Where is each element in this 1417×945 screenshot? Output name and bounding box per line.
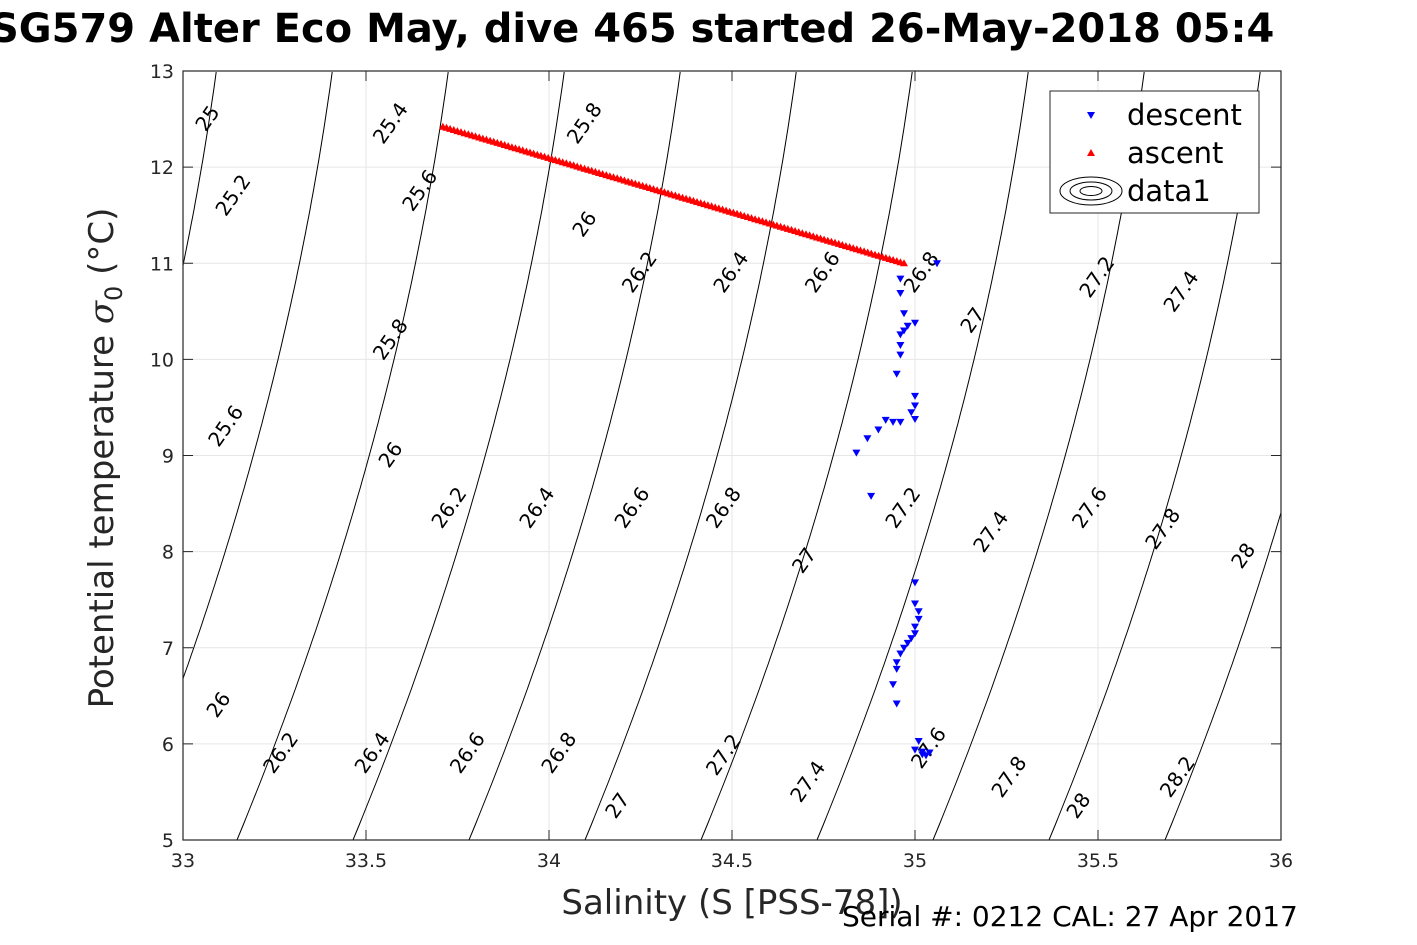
contour-line [236, 71, 449, 840]
descent-point [889, 418, 897, 426]
y-tick-label: 5 [162, 830, 174, 852]
descent-point [896, 650, 905, 658]
legend-contour-icon [1059, 176, 1123, 206]
descent-point [911, 579, 919, 587]
x-tick-label: 33.5 [345, 850, 387, 872]
descent-point [896, 418, 905, 426]
density-contours [183, 71, 1417, 840]
descent-point [914, 608, 923, 616]
ascent-point [900, 259, 908, 267]
axis-ticks: 33 33.5 34 34.5 35 35.5 36 5 6 7 8 9 10 11 12 13 [150, 61, 1293, 872]
y-tick-label: 11 [150, 253, 174, 275]
descent-point [900, 644, 908, 652]
contour-line [816, 71, 1029, 840]
descent-point [907, 635, 916, 643]
contour-line [1280, 838, 1281, 840]
descent-point [911, 600, 919, 608]
x-tick-label: 36 [1269, 850, 1293, 872]
x-tick-label: 34.5 [711, 850, 753, 872]
descent-point [892, 370, 901, 378]
descent-point [903, 322, 912, 330]
contour-line [352, 71, 565, 840]
descent-point [889, 681, 897, 689]
descent-point [863, 435, 872, 443]
descent-point [900, 327, 908, 335]
y-tick-label: 9 [162, 446, 174, 468]
contour-line [183, 71, 333, 681]
descent-point [892, 665, 901, 673]
descent-point [892, 659, 901, 667]
legend-data1-label: data1 [1127, 174, 1211, 208]
descent-point [903, 639, 912, 647]
y-tick-label: 10 [150, 349, 174, 371]
descent-point [933, 260, 941, 268]
contour-line [700, 71, 913, 840]
descent-point [867, 492, 876, 500]
descent-point [907, 409, 916, 417]
descent-point [914, 615, 923, 623]
contour-line [1397, 72, 1417, 840]
y-tick-label: 7 [162, 638, 174, 660]
x-tick-label: 34 [537, 850, 561, 872]
descent-point [911, 392, 919, 400]
chart-title: SG579 Alter Eco May, dive 465 started 26… [0, 6, 1275, 52]
y-tick-label: 6 [162, 734, 174, 756]
legend-box [1049, 90, 1260, 214]
x-axis-label: Salinity (S [PSS-78]) [561, 883, 902, 923]
descent-point [852, 449, 861, 457]
contour-line [468, 71, 681, 840]
descent-point [896, 342, 905, 349]
descent-point [896, 275, 905, 283]
descent-point [892, 700, 901, 708]
contour-line [1164, 510, 1281, 840]
descent-point [900, 310, 908, 318]
descent-point [911, 623, 919, 631]
descent-point [911, 630, 919, 638]
y-axis-label: Potential temperature σ0 (°C) [82, 208, 128, 709]
y-tick-label: 12 [150, 157, 174, 179]
x-tick-label: 33 [171, 850, 195, 872]
legend-ascent-label: ascent [1127, 136, 1223, 170]
descent-point [874, 426, 883, 434]
descent-point [911, 402, 919, 410]
serial-calibration-note: Serial #: 0212 CAL: 27 Apr 2017 [842, 900, 1298, 933]
x-tick-label: 35 [903, 850, 927, 872]
descent-point [911, 416, 919, 423]
descent-point [922, 752, 930, 760]
x-tick-label: 35.5 [1077, 850, 1119, 872]
descent-point [896, 331, 905, 339]
y-tick-label: 8 [162, 542, 174, 564]
descent-series [852, 260, 941, 760]
ascent-series [438, 122, 908, 267]
legend-descent-label: descent [1127, 98, 1242, 132]
legend-ascent-marker [1087, 149, 1095, 156]
contour-line [183, 71, 217, 268]
descent-point [914, 738, 923, 745]
descent-point [896, 351, 905, 359]
descent-point [881, 416, 890, 424]
descent-point [896, 290, 905, 297]
y-tick-label: 13 [150, 61, 174, 83]
descent-point [911, 319, 919, 327]
legend: descent ascent data1 [1049, 90, 1260, 214]
contour-line [584, 71, 797, 840]
descent-point [911, 746, 919, 754]
legend-descent-marker [1087, 112, 1095, 119]
